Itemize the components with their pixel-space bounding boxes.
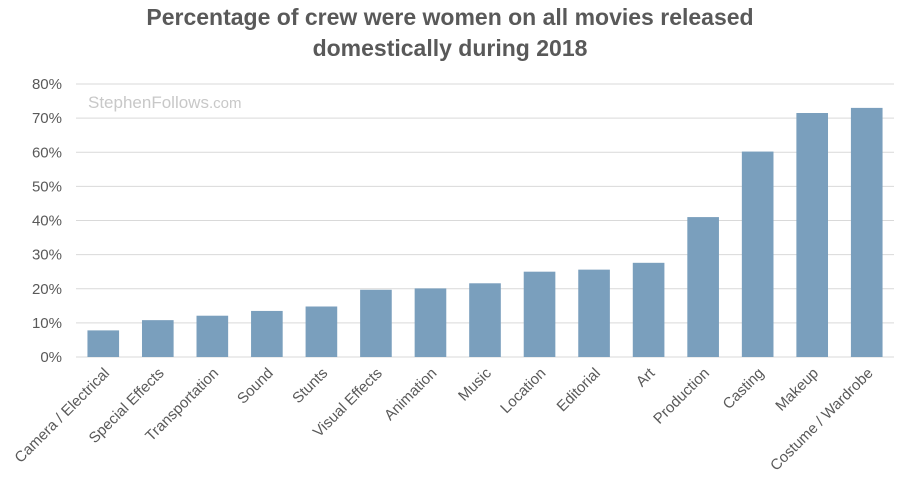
chart-title: Percentage of crew were women on all mov… [0, 2, 900, 64]
bar [796, 113, 829, 357]
watermark: StephenFollows.com [88, 93, 241, 112]
watermark-name: StephenFollows [88, 93, 209, 112]
y-tick-label: 70% [32, 110, 62, 127]
bar [305, 306, 338, 357]
bars [87, 107, 883, 357]
bar [741, 151, 774, 357]
y-tick-label: 80% [32, 76, 62, 93]
x-category-label: Sound [234, 365, 277, 408]
x-category-label: Editorial [554, 365, 604, 415]
y-tick-label: 30% [32, 247, 62, 264]
bar [469, 283, 501, 357]
bar [196, 315, 229, 357]
x-category-label: Makeup [772, 365, 822, 415]
y-tick-label: 50% [32, 178, 62, 195]
y-axis-tick-labels: 0% 10% 20% 30% 40% 50% 60% 70% 80% [32, 76, 62, 366]
y-tick-label: 10% [32, 315, 62, 332]
chart-title-line-2: domestically during 2018 [312, 35, 588, 61]
bar [687, 217, 719, 357]
bar [87, 330, 120, 357]
watermark-suffix: .com [209, 95, 242, 112]
x-category-label: Production [650, 365, 713, 428]
x-category-label: Costume / Wardrobe [767, 365, 876, 474]
x-category-label: Camera / Electrical [11, 365, 113, 467]
bar [414, 288, 447, 357]
y-tick-label: 40% [32, 213, 62, 230]
y-tick-label: 0% [40, 349, 62, 366]
x-category-label: Art [633, 364, 659, 390]
y-tick-label: 60% [32, 144, 62, 161]
bar [578, 269, 610, 357]
chart-title-line-1: Percentage of crew were women on all mov… [146, 4, 754, 30]
x-category-label: Animation [381, 365, 440, 424]
x-category-label: Location [497, 365, 549, 417]
bar [141, 320, 174, 357]
bar [360, 289, 392, 357]
bar [850, 107, 883, 357]
x-category-label: Stunts [289, 365, 331, 407]
x-category-label: Music [455, 364, 495, 404]
x-category-label: Casting [720, 365, 768, 413]
bar [523, 271, 556, 357]
bar [632, 262, 665, 357]
y-tick-label: 20% [32, 281, 62, 298]
bar [251, 310, 283, 357]
